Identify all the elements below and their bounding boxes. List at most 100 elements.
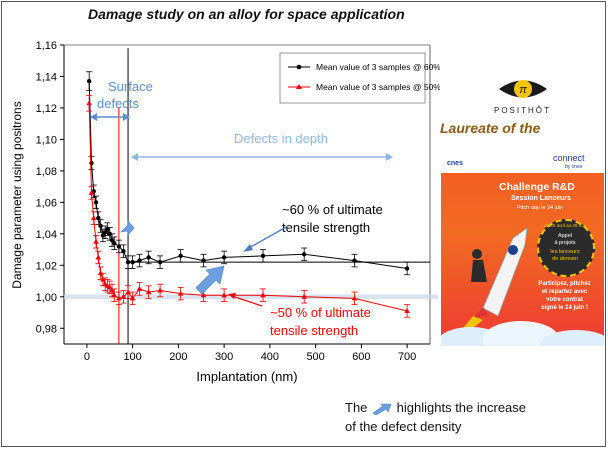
poster-connect-sub: by cnes [565, 164, 583, 170]
data-point [201, 258, 206, 263]
poster-pitch: Pitch day le 24 juin [517, 205, 564, 211]
data-point [178, 253, 183, 259]
data-point [102, 230, 108, 235]
footnote-post: highlights the increase [396, 400, 527, 415]
y-tick-label: 1,12 [36, 103, 57, 115]
poster-connect-logo: connect [553, 153, 585, 163]
y-tick-label: 1,14 [36, 71, 57, 83]
data-point [116, 295, 122, 301]
x-tick-label: 200 [169, 351, 187, 363]
x-tick-label: 700 [398, 351, 416, 363]
data-point [111, 292, 118, 298]
footnote: The highlights the increase of the defec… [345, 398, 526, 436]
data-point [120, 293, 127, 299]
data-point [109, 287, 115, 293]
poster-badge-line1: Appel [557, 233, 573, 239]
data-point [90, 215, 97, 221]
clouds-icon [441, 321, 604, 346]
svg-text:π: π [519, 84, 527, 96]
data-point [260, 253, 266, 259]
poster-top-band [441, 143, 604, 173]
x-tick-label: 600 [352, 351, 370, 363]
data-point [109, 237, 115, 243]
data-point [221, 292, 227, 298]
defects-depth-arrowhead-right [386, 153, 393, 161]
x-tick-label: 400 [261, 351, 279, 363]
data-point [88, 189, 95, 195]
data-point [106, 284, 113, 290]
laureate-text: Laureate of the [440, 120, 541, 136]
y-tick-label: 1,10 [36, 134, 57, 146]
poster-subtitle: Session Lanceurs [511, 195, 571, 202]
poster-cta-1: Participez, pitchez [538, 281, 591, 287]
data-point [404, 266, 410, 271]
y-tick-label: 1,00 [36, 292, 57, 304]
data-point [86, 100, 92, 106]
defects-depth-arrowhead-left [131, 153, 138, 161]
legend-box [279, 52, 426, 104]
data-point [157, 259, 163, 265]
data-point [95, 254, 102, 260]
data-point [301, 252, 307, 257]
y-axis-label: Damage parameter using positrons [10, 101, 24, 288]
x-tick-label: 0 [84, 351, 90, 363]
data-point [100, 233, 106, 238]
posithot-logo-icon: π [499, 80, 547, 98]
y-tick-label: 1,04 [36, 229, 57, 241]
x-axis-label: Implantation (nm) [196, 369, 297, 384]
data-point [352, 258, 357, 263]
surface-defects-arrowhead-right [123, 113, 130, 121]
poster-badge-line3: les lanceurs [550, 249, 580, 255]
data-point [200, 292, 207, 298]
slide-title: Damage study on an alloy for space appli… [88, 6, 405, 22]
poster-badge-line2: à projets [554, 240, 576, 246]
density-arrow-large [195, 265, 225, 295]
poster-title: Challenge R&D [499, 181, 575, 193]
legend-label-50: Mean value of 3 samples @ 50% UTS [316, 82, 440, 92]
data-point [136, 285, 143, 291]
data-point [301, 293, 307, 299]
data-point [130, 259, 135, 265]
baseline-band [64, 294, 438, 300]
data-point [89, 160, 94, 166]
uts50-pointer-head [228, 293, 236, 299]
data-point [93, 200, 99, 205]
y-tick-label: 1,08 [36, 166, 57, 178]
density-arrow-small [120, 220, 135, 236]
data-point [98, 223, 103, 229]
footnote-line-2: of the defect density [345, 419, 462, 434]
x-tick-label: 100 [123, 351, 141, 363]
data-point [86, 78, 92, 84]
annotation-uts50-2: tensile strength [270, 323, 358, 338]
data-point [137, 258, 142, 263]
annotation-uts60-1: ~60 % of ultimate [282, 202, 383, 217]
data-point [96, 215, 101, 221]
poster-badge [537, 219, 595, 277]
data-point [125, 289, 131, 295]
uts60-pointer-head [243, 244, 253, 252]
series-layer [86, 71, 411, 318]
data-point [221, 255, 227, 260]
y-tick-label: 1,02 [36, 260, 57, 272]
y-tick-label: 0,98 [36, 323, 57, 335]
uts60-pointer [246, 225, 289, 250]
data-point [112, 241, 117, 246]
poster-cnes-logo: cnes [447, 160, 463, 167]
legend-marker-60 [296, 64, 302, 70]
axis-ticks: 0 100 200 300 400 500 600 700 0,98 1,00 1,02 1,04 1,… [36, 40, 417, 363]
poster-badge-dates: du 29 avril au 29 mai [544, 223, 586, 228]
annotation-surface-defects-1: Surface [108, 79, 153, 94]
x-tick-label: 500 [306, 351, 324, 363]
data-point [145, 289, 152, 295]
data-point [93, 238, 99, 244]
annotation-surface-defects-2: defects [97, 96, 139, 111]
data-point [260, 292, 266, 298]
data-point [146, 255, 151, 260]
data-point [404, 307, 410, 313]
surface-defects-arrowhead-left [90, 113, 97, 121]
data-point [105, 226, 110, 232]
legend-marker-50 [296, 84, 302, 89]
data-point [157, 287, 163, 293]
data-point [100, 276, 106, 282]
